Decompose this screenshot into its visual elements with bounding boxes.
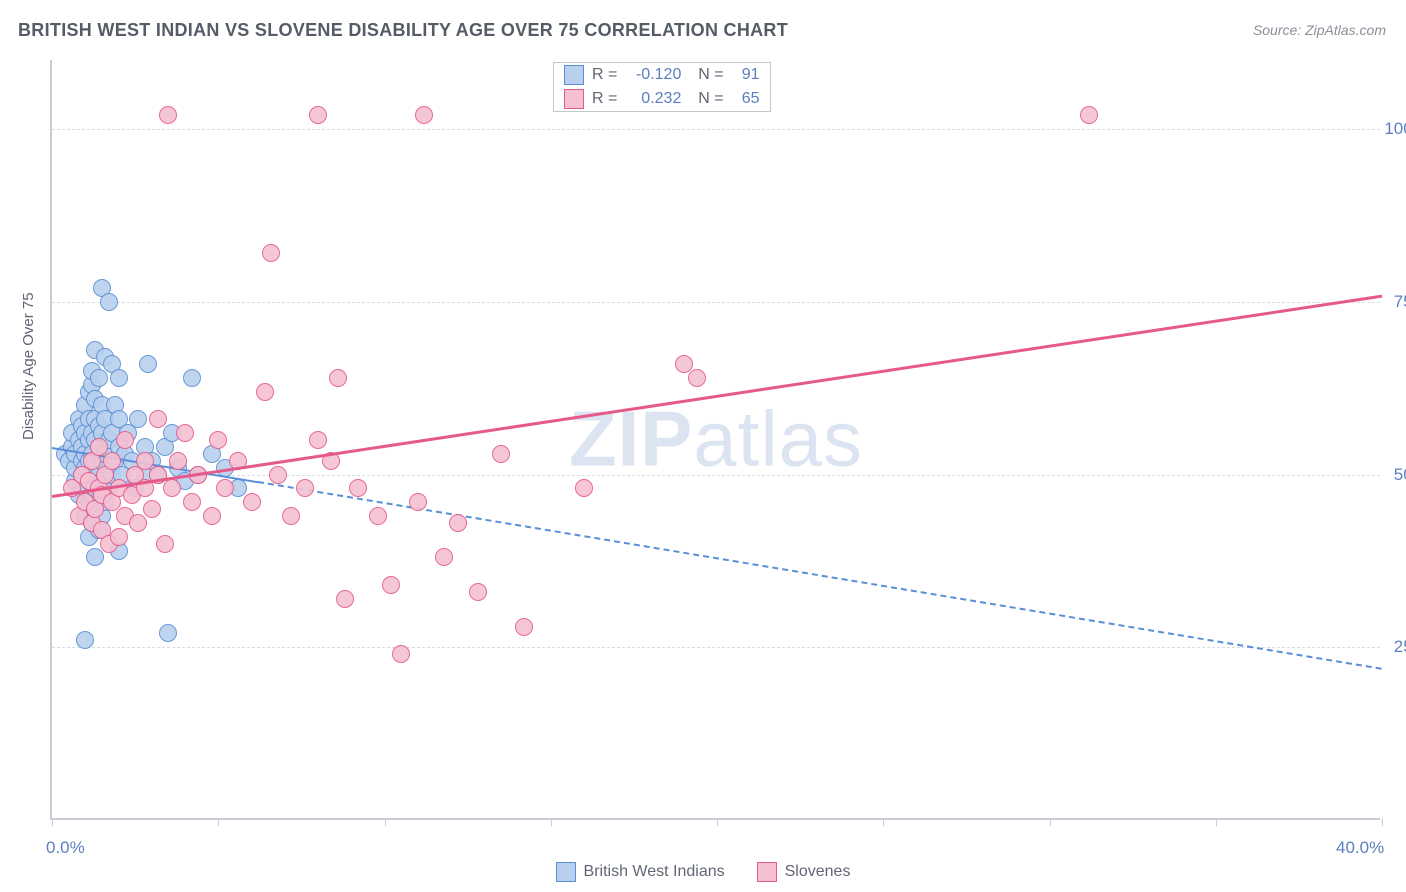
x-tick (52, 818, 53, 826)
scatter-point (269, 466, 287, 484)
scatter-point (262, 244, 280, 262)
scatter-point (169, 452, 187, 470)
legend-item-bwi: British West Indians (556, 862, 725, 882)
trendline (52, 295, 1382, 498)
scatter-point (116, 431, 134, 449)
legend-r-label: R = (592, 66, 617, 84)
legend-row-bwi: R = -0.120 N = 91 (554, 63, 770, 87)
x-tick (717, 818, 718, 826)
legend-series: British West Indians Slovenes (0, 862, 1406, 882)
scatter-point (156, 535, 174, 553)
x-tick (1050, 818, 1051, 826)
x-axis-label-min: 0.0% (46, 838, 85, 858)
scatter-point (309, 106, 327, 124)
legend-swatch-icon (757, 862, 777, 882)
plot-area: ZIPatlas 25.0%50.0%75.0%100.0% (50, 60, 1380, 820)
scatter-point (100, 293, 118, 311)
legend-n-value-slovene: 65 (732, 90, 760, 108)
x-tick (551, 818, 552, 826)
scatter-point (176, 424, 194, 442)
y-tick-label: 75.0% (1394, 292, 1406, 312)
gridline (52, 475, 1380, 476)
correlation-chart: BRITISH WEST INDIAN VS SLOVENE DISABILIT… (0, 0, 1406, 892)
scatter-point (392, 645, 410, 663)
x-tick (883, 818, 884, 826)
scatter-point (449, 514, 467, 532)
x-tick (1382, 818, 1383, 826)
scatter-point (110, 528, 128, 546)
scatter-point (183, 493, 201, 511)
legend-swatch-bwi (564, 65, 584, 85)
scatter-point (1080, 106, 1098, 124)
chart-title: BRITISH WEST INDIAN VS SLOVENE DISABILIT… (18, 20, 788, 41)
scatter-point (469, 583, 487, 601)
scatter-point (203, 507, 221, 525)
legend-r-value-bwi: -0.120 (625, 66, 681, 84)
legend-swatch-slovene (564, 89, 584, 109)
scatter-point (349, 479, 367, 497)
scatter-point (139, 355, 157, 373)
y-tick-label: 25.0% (1394, 637, 1406, 657)
gridline (52, 647, 1380, 648)
gridline (52, 302, 1380, 303)
scatter-point (216, 479, 234, 497)
scatter-point (409, 493, 427, 511)
watermark: ZIPatlas (569, 394, 863, 485)
scatter-point (329, 369, 347, 387)
scatter-point (309, 431, 327, 449)
scatter-point (336, 590, 354, 608)
scatter-point (369, 507, 387, 525)
gridline (52, 129, 1380, 130)
scatter-point (90, 369, 108, 387)
legend-label-bwi: British West Indians (584, 863, 725, 881)
legend-n-label: N = (689, 90, 723, 108)
legend-r-label: R = (592, 90, 617, 108)
scatter-point (688, 369, 706, 387)
scatter-point (86, 548, 104, 566)
scatter-point (143, 500, 161, 518)
scatter-point (382, 576, 400, 594)
scatter-point (163, 479, 181, 497)
scatter-point (256, 383, 274, 401)
scatter-point (492, 445, 510, 463)
x-tick (1216, 818, 1217, 826)
x-tick (385, 818, 386, 826)
legend-correlation: R = -0.120 N = 91 R = 0.232 N = 65 (553, 62, 771, 112)
scatter-point (129, 514, 147, 532)
scatter-point (183, 369, 201, 387)
x-axis-label-max: 40.0% (1336, 838, 1384, 858)
y-tick-label: 100.0% (1384, 119, 1406, 139)
scatter-point (103, 452, 121, 470)
scatter-point (76, 631, 94, 649)
legend-item-slovene: Slovenes (757, 862, 851, 882)
source-label: Source: ZipAtlas.com (1253, 22, 1386, 38)
legend-swatch-icon (556, 862, 576, 882)
y-axis-title: Disability Age Over 75 (20, 292, 37, 440)
legend-label-slovene: Slovenes (785, 863, 851, 881)
scatter-point (435, 548, 453, 566)
legend-n-value-bwi: 91 (732, 66, 760, 84)
scatter-point (149, 410, 167, 428)
trendline-dashed (258, 481, 1382, 670)
legend-row-slovene: R = 0.232 N = 65 (554, 87, 770, 111)
scatter-point (515, 618, 533, 636)
scatter-point (296, 479, 314, 497)
scatter-point (110, 369, 128, 387)
legend-r-value-slovene: 0.232 (625, 90, 681, 108)
y-tick-label: 50.0% (1394, 465, 1406, 485)
scatter-point (243, 493, 261, 511)
x-tick (218, 818, 219, 826)
scatter-point (159, 624, 177, 642)
legend-n-label: N = (689, 66, 723, 84)
scatter-point (282, 507, 300, 525)
scatter-point (159, 106, 177, 124)
scatter-point (209, 431, 227, 449)
scatter-point (575, 479, 593, 497)
scatter-point (415, 106, 433, 124)
scatter-point (129, 410, 147, 428)
